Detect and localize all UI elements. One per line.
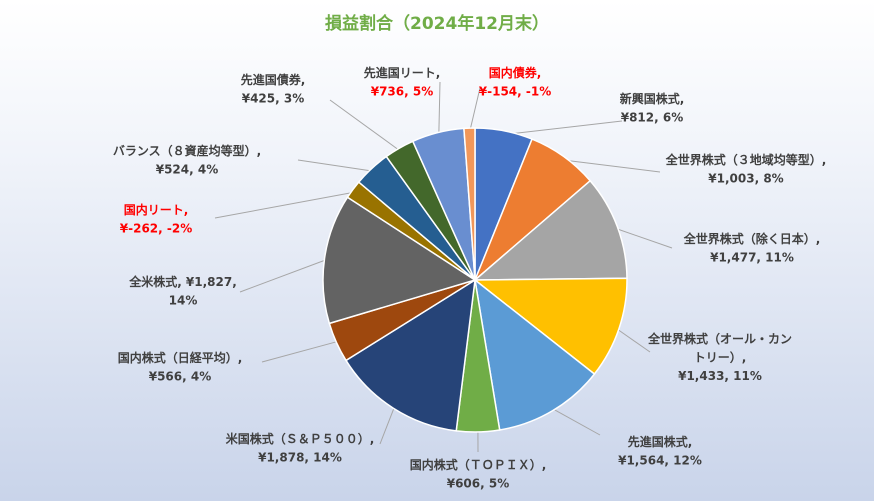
data-label: バランス（８資産均等型）, ¥524, 4% [113,143,261,177]
leader-line [550,406,601,436]
leader-line [329,99,402,153]
data-label: 米国株式（Ｓ＆Ｐ５００）, ¥1,878, 14% [226,431,375,465]
data-label-line: ¥606, 5% [447,477,510,491]
data-label-line: 先進国債券, [241,72,306,87]
data-label-line: ¥425, 3% [242,92,305,106]
data-label-line: ¥-262, -2% [120,222,192,236]
pie-slice [472,277,628,376]
leader-line [469,87,481,133]
leader-line [214,191,357,219]
leader-line [561,159,661,173]
pie-slice [472,179,628,281]
data-label-line: 全世界株式（オール・カン [647,331,792,346]
leader-line [239,258,329,293]
data-label: 先進国債券, ¥425, 3% [241,72,306,106]
data-label: 先進国株式, ¥1,564, 12% [618,434,702,468]
pie-slice [322,196,477,325]
data-label-line: ¥524, 4% [156,163,219,177]
data-label-line: ¥1,477, 11% [710,251,794,265]
data-label-line: ¥-154, -1% [479,85,551,99]
data-label-line: 国内株式（日経平均）, [118,350,243,365]
data-label-line: 国内リート, [124,202,189,217]
data-label: 全米株式, ¥1,827, 14% [128,274,237,308]
data-label-line: 新興国株式, [620,91,685,106]
data-label: 国内債券, ¥-154, -1% [479,65,551,99]
pie-slice [473,278,596,431]
data-label-line: ¥1,564, 12% [618,454,702,468]
data-label-line: 先進国株式, [628,434,693,449]
leader-line [614,327,651,353]
data-label-line: ¥566, 4% [149,370,212,384]
data-label: 先進国リート, ¥736, 5% [364,65,441,99]
chart-title: 損益割合（2024年12月末） [325,13,549,34]
leader-line [503,120,623,136]
data-label-line: 米国株式（Ｓ＆Ｐ５００）, [226,431,375,446]
data-label-line: ¥1,878, 14% [258,451,342,465]
data-label-line: ¥812, 6% [621,111,684,125]
data-label-line: ¥1,433, 11% [678,369,762,383]
data-label-line: 14% [169,294,198,308]
leader-line [297,159,375,172]
data-label-line: 全世界株式（３地域均等型）, [665,152,827,167]
data-label: 新興国株式, ¥812, 6% [620,91,685,125]
data-label: 国内リート, ¥-262, -2% [120,202,192,236]
data-label: 国内株式（ＴＯＰＩＸ）, ¥606, 5% [410,457,547,491]
pie-slice [463,127,476,281]
data-label: 国内株式（日経平均）, ¥566, 4% [118,350,243,384]
data-label-line: トリー）, [694,350,747,365]
data-label: 全世界株式（３地域均等型）, ¥1,003, 8% [665,152,827,186]
data-label: 全世界株式（オール・カントリー）, ¥1,433, 11% [647,331,792,383]
data-label-line: 国内債券, [489,65,542,80]
pie-slice [344,278,476,432]
leader-line [613,227,673,249]
leader-line [379,404,396,445]
leader-line [438,81,441,137]
leader-line [261,340,341,363]
data-label: 全世界株式（除く日本）, ¥1,477, 11% [683,231,821,265]
data-label-line: 先進国リート, [364,65,441,80]
data-label-line: ¥1,003, 8% [708,172,783,186]
data-label-line: ¥736, 5% [371,85,434,99]
data-label-line: 国内株式（ＴＯＰＩＸ）, [410,457,547,472]
data-label-line: バランス（８資産均等型）, [113,143,261,158]
data-label-line: 全米株式, ¥1,827, [128,274,237,289]
data-label-line: 全世界株式（除く日本）, [683,231,821,246]
